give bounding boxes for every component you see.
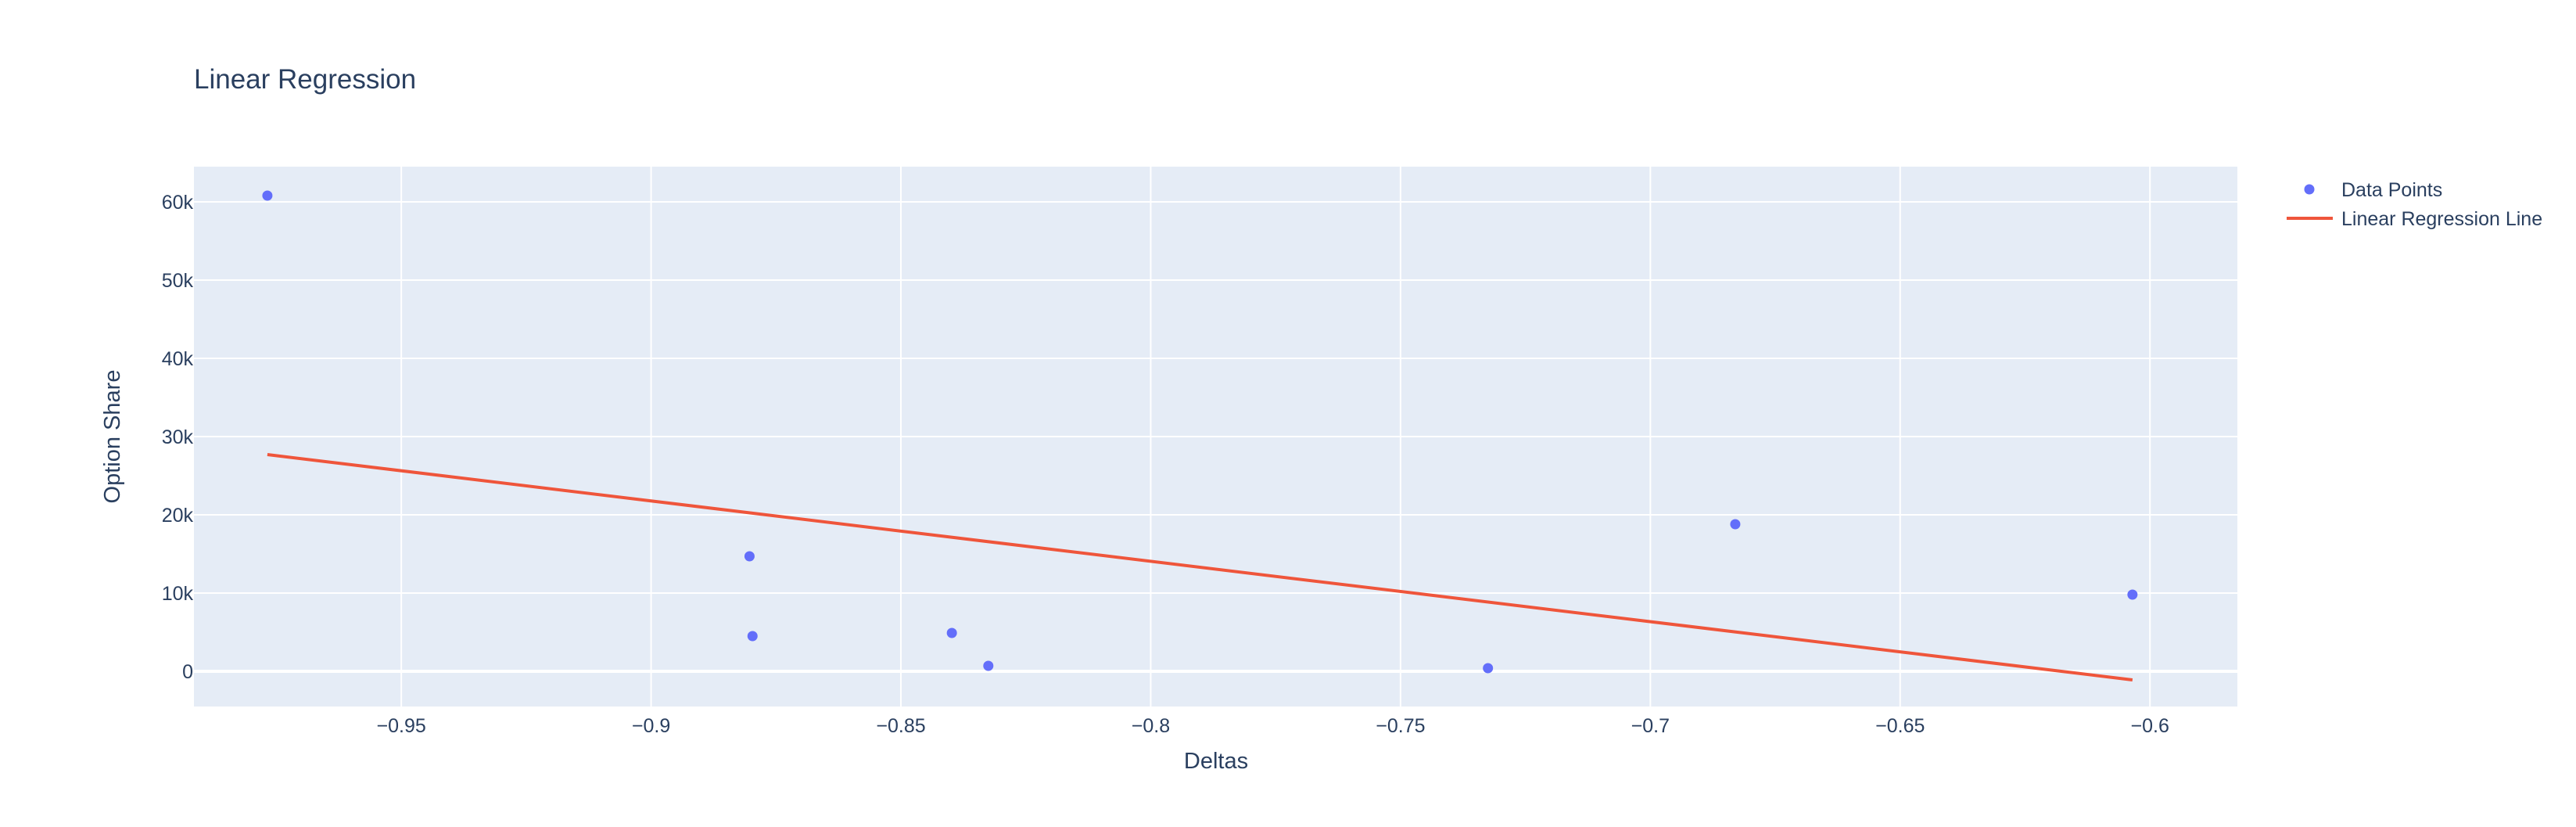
data-point (262, 190, 273, 201)
data-point (1483, 663, 1494, 674)
legend[interactable]: Data Points Linear Regression Line (2287, 179, 2542, 230)
legend-label-data-points: Data Points (2341, 179, 2442, 201)
data-point (946, 627, 957, 638)
x-tick-label: −0.6 (2131, 715, 2169, 737)
y-tick-label: 10k (162, 583, 194, 605)
y-tick-label: 50k (162, 270, 194, 292)
x-tick-label: −0.9 (632, 715, 670, 737)
y-tick-label: 20k (162, 505, 194, 527)
x-tick-label: −0.7 (1631, 715, 1670, 737)
y-tick-label: 40k (162, 348, 194, 370)
data-point (983, 660, 994, 671)
legend-item-regression-line[interactable]: Linear Regression Line (2287, 208, 2542, 230)
data-point (1730, 519, 1741, 530)
y-tick-label: 30k (162, 426, 194, 448)
legend-marker-data-points (2304, 184, 2315, 195)
data-point (2127, 589, 2138, 600)
x-tick-label: −0.85 (876, 715, 925, 737)
x-tick-label: −0.8 (1132, 715, 1170, 737)
x-axis-title: Deltas (1184, 749, 1248, 774)
chart-title: Linear Regression (194, 64, 416, 95)
data-point (744, 551, 755, 562)
legend-item-data-points[interactable]: Data Points (2304, 179, 2443, 201)
legend-label-regression-line: Linear Regression Line (2341, 208, 2542, 230)
regression-line (267, 453, 2133, 681)
x-tick-label: −0.75 (1376, 715, 1425, 737)
x-tick-label: −0.65 (1875, 715, 1925, 737)
y-axis-title: Option Share (100, 370, 125, 504)
data-point (747, 631, 758, 642)
y-tick-label: 60k (162, 192, 194, 214)
y-tick-label: 0 (182, 661, 193, 683)
x-tick-label: −0.95 (377, 715, 426, 737)
